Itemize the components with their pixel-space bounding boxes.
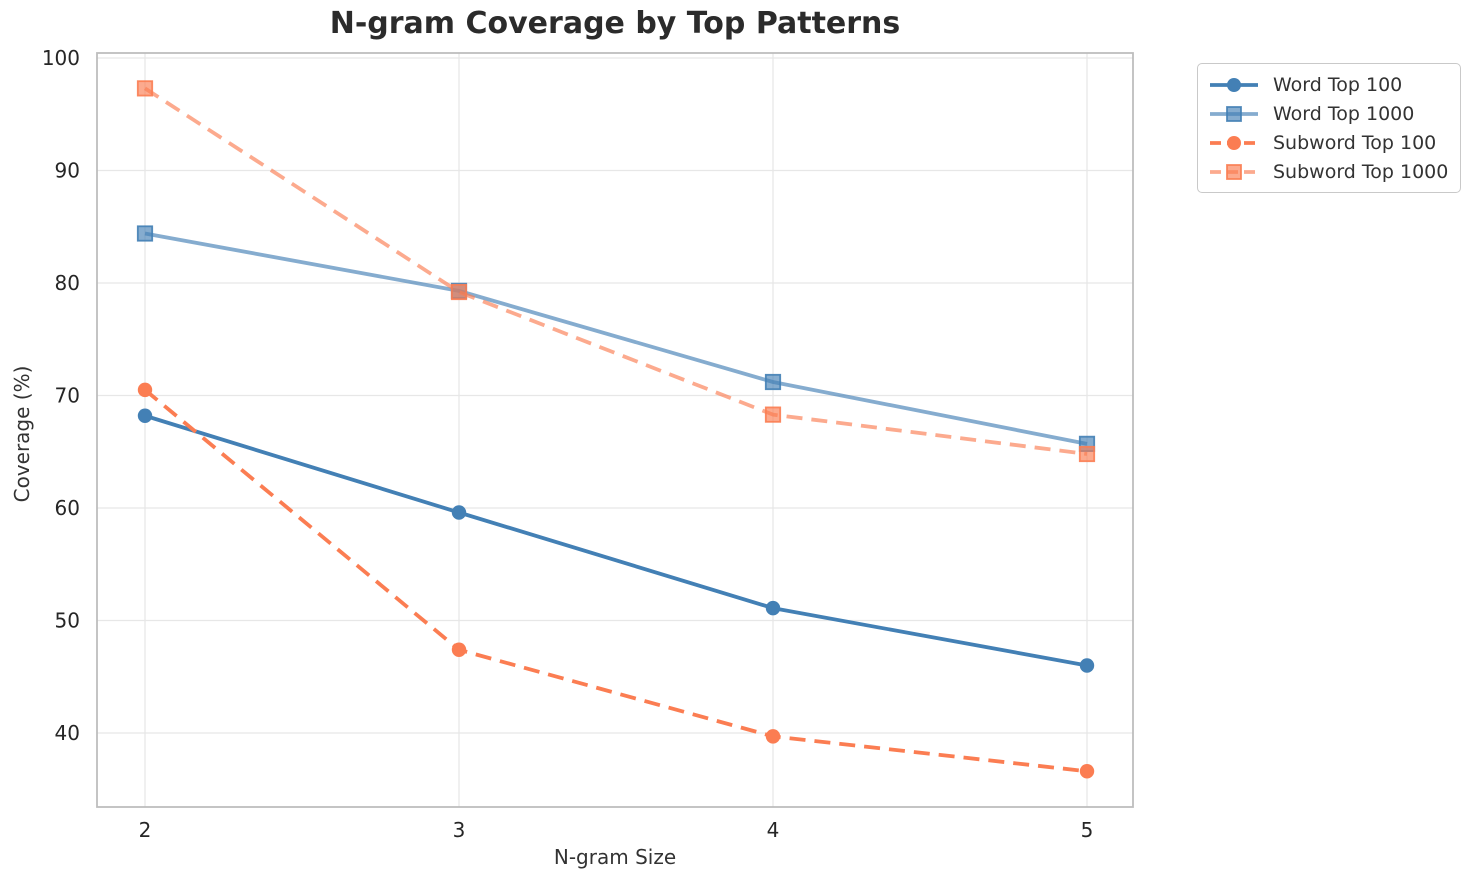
legend-label: Word Top 1000 — [1273, 102, 1415, 125]
legend-item-subword-top-100: Subword Top 100 — [1208, 128, 1448, 157]
legend-sample-marker — [1226, 105, 1242, 122]
x-tick-label: 4 — [767, 818, 780, 842]
legend-item-word-top-100: Word Top 100 — [1208, 70, 1448, 99]
marker-word-top-100 — [1079, 658, 1095, 673]
y-tick-label: 40 — [55, 721, 80, 745]
marker-word-top-1000 — [764, 373, 782, 391]
marker-word-top-100 — [765, 600, 781, 616]
legend-label: Subword Top 1000 — [1273, 160, 1449, 183]
marker-subword-top-100 — [765, 729, 781, 744]
y-axis-label: Coverage (%) — [10, 365, 34, 503]
y-tick-label: 90 — [55, 159, 80, 183]
series-line-word-top-100 — [144, 413, 1088, 668]
legend-label: Word Top 100 — [1273, 73, 1403, 96]
legend-sample-marker — [1227, 135, 1241, 150]
x-tick-label: 2 — [139, 818, 152, 842]
marker-subword-top-100 — [1079, 764, 1095, 779]
legend-sample-marker — [1227, 77, 1241, 92]
legend-line-sample — [1210, 77, 1258, 92]
x-tick-label: 5 — [1081, 818, 1094, 842]
marker-subword-top-1000 — [764, 406, 782, 423]
legend-item-subword-top-1000: Subword Top 1000 — [1208, 157, 1448, 186]
series-line-word-top-1000 — [144, 231, 1088, 446]
y-tick-label: 80 — [55, 271, 80, 295]
plot-border — [96, 52, 1134, 808]
series-line-subword-top-100 — [143, 388, 1088, 774]
y-tick-label: 50 — [55, 609, 80, 633]
marker-subword-top-1000 — [136, 80, 154, 97]
chart-title: N-gram Coverage by Top Patterns — [329, 6, 901, 41]
legend-line-sample — [1210, 135, 1258, 150]
legend-item-word-top-1000: Word Top 1000 — [1208, 99, 1448, 128]
x-axis-label: N-gram Size — [553, 845, 677, 869]
legend-sample-marker — [1226, 163, 1242, 180]
legend: Word Top 100 Word Top 1000 Subword Top 1… — [1197, 63, 1462, 193]
marker-word-top-1000 — [136, 225, 154, 242]
marker-subword-top-100 — [451, 642, 467, 657]
legend-label: Subword Top 100 — [1273, 131, 1437, 154]
y-tick-label: 100 — [42, 46, 80, 70]
legend-line-sample — [1210, 163, 1258, 180]
marker-word-top-100 — [137, 408, 153, 423]
marker-subword-top-1000 — [450, 283, 468, 301]
y-tick-label: 60 — [55, 496, 80, 520]
marker-subword-top-100 — [137, 382, 153, 398]
x-tick-label: 3 — [453, 818, 466, 842]
marker-subword-top-1000 — [1078, 445, 1096, 463]
legend-line-sample — [1210, 105, 1258, 122]
y-tick-label: 70 — [55, 384, 80, 408]
marker-word-top-100 — [451, 505, 467, 520]
series-line-subword-top-1000 — [143, 86, 1088, 456]
